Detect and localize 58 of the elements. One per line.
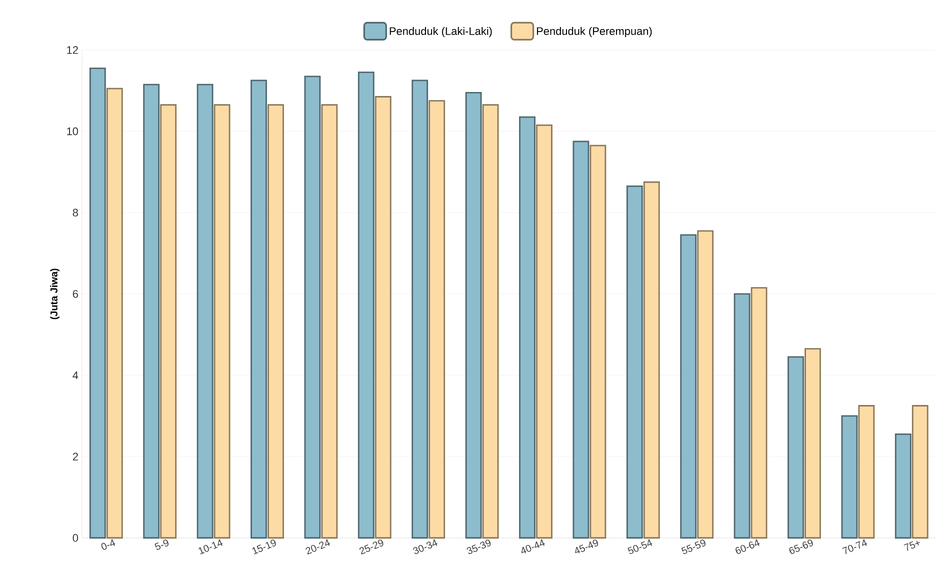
bar xyxy=(412,80,428,539)
bar xyxy=(519,116,536,539)
x-tick-label: 65-69 xyxy=(789,540,813,554)
bar xyxy=(841,415,858,539)
x-tick-label: 15-19 xyxy=(252,540,276,554)
bar xyxy=(358,72,374,539)
x-tick-label: 55-59 xyxy=(681,540,706,554)
x-tick-label: 75+ xyxy=(904,540,920,551)
bar xyxy=(697,230,714,539)
y-tick-label: 0 xyxy=(72,534,78,542)
bar xyxy=(536,124,552,539)
bar xyxy=(465,92,482,539)
bar xyxy=(858,405,875,539)
bar xyxy=(160,104,177,539)
bar xyxy=(250,80,267,539)
x-tick-label: 30-34 xyxy=(413,539,438,554)
y-tick-label: 8 xyxy=(72,208,78,217)
bar xyxy=(321,104,338,539)
legend-label: Penduduk (Perempuan) xyxy=(536,27,652,38)
bar xyxy=(89,68,106,539)
bar xyxy=(106,88,123,539)
x-tick-label: 0-4 xyxy=(101,539,116,550)
y-tick-label: 6 xyxy=(72,290,78,298)
bar xyxy=(680,234,697,539)
bar xyxy=(734,293,750,539)
bar xyxy=(750,287,768,539)
x-tick-label: 50-54 xyxy=(628,539,652,554)
legend-label: Penduduk (Laki-Laki) xyxy=(390,27,492,38)
x-tick-label: 10-14 xyxy=(198,539,223,554)
x-tick-label: 35-39 xyxy=(466,540,491,554)
bar xyxy=(428,100,446,539)
x-tick-label: 25-29 xyxy=(359,540,384,555)
bar xyxy=(374,96,392,539)
y-tick-label: 4 xyxy=(72,372,78,380)
bar xyxy=(590,144,606,539)
bar xyxy=(482,104,499,539)
y-tick-label: 10 xyxy=(67,127,78,136)
x-tick-label: 40-44 xyxy=(521,539,545,554)
x-tick-label: 70-74 xyxy=(842,539,868,554)
x-tick-label: 45-49 xyxy=(575,540,598,554)
bar xyxy=(143,84,160,539)
bar xyxy=(268,104,284,539)
bar xyxy=(912,405,928,539)
bar xyxy=(788,356,804,539)
bar xyxy=(626,186,643,539)
y-tick-label: 12 xyxy=(67,46,78,54)
x-tick-label: 60-64 xyxy=(736,539,760,554)
y-axis-title: (Juta Jiwa) xyxy=(50,268,60,320)
bar xyxy=(643,181,660,539)
bar xyxy=(304,76,321,539)
bar xyxy=(572,140,590,539)
bar xyxy=(894,434,912,539)
y-tick-label: 2 xyxy=(72,452,78,460)
bar xyxy=(214,104,230,539)
bar xyxy=(196,84,214,539)
bar xyxy=(804,348,821,539)
x-tick-label: 5-9 xyxy=(154,540,168,550)
x-tick-label: 20-24 xyxy=(306,539,330,555)
